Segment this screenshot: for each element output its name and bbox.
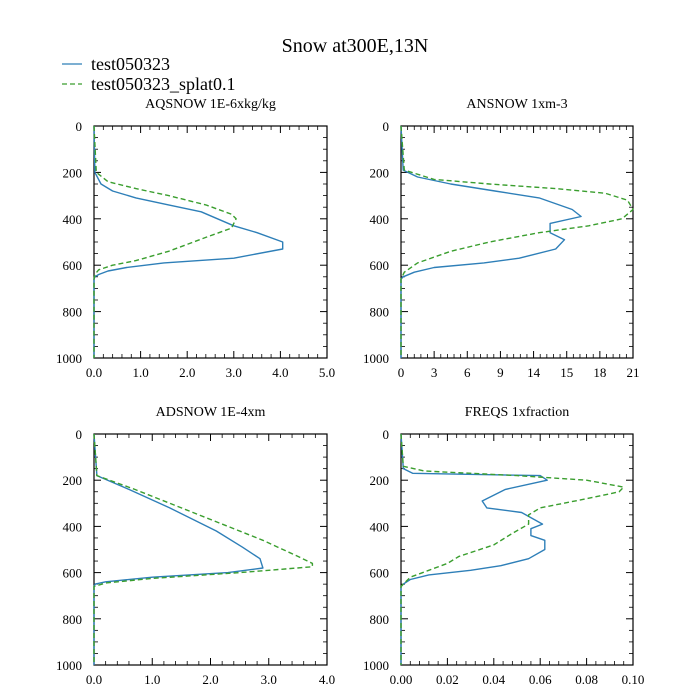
plot-frame <box>400 125 634 359</box>
y-tick-label: 400 <box>370 519 390 534</box>
y-tick-label: 200 <box>370 165 390 180</box>
x-tick-label: 0.0 <box>86 365 102 380</box>
y-tick-label: 0 <box>76 119 83 134</box>
y-tick-label: 200 <box>370 473 390 488</box>
panel-1: AQSNOW 1E-6xkg/kg 0.0 1.0 2.0 3.0 4.0 5.0 0 200 4… <box>56 97 335 380</box>
y-tick-label: 0 <box>383 427 390 442</box>
y-tick-label: 0 <box>76 427 83 442</box>
series-line-test050323-splat0-1 <box>400 433 625 665</box>
y-tick-label: 800 <box>63 612 83 627</box>
x-tick-label: 0.06 <box>529 672 552 687</box>
figure-title: Snow at300E,13N <box>282 35 429 57</box>
x-tick-label: 0.10 <box>622 672 645 687</box>
y-tick-label: 600 <box>370 566 390 581</box>
y-tick-label: 800 <box>370 305 390 320</box>
x-tick-label: 2.0 <box>179 365 195 380</box>
x-tick-label: 4.0 <box>319 672 335 687</box>
x-tick-label: 2.0 <box>202 672 218 687</box>
x-tick-label: 5.0 <box>319 365 335 380</box>
y-tick-label: 200 <box>63 165 83 180</box>
legend-label-2: test050323_splat0.1 <box>91 74 236 94</box>
legend: test050323 test050323_splat0.1 <box>62 54 236 94</box>
panel-3: ADSNOW 1E-4xm 0.0 1.0 2.0 3.0 4.0 0 200 400 600 80… <box>56 405 335 687</box>
series-line-test050323-splat0-1 <box>93 433 314 665</box>
y-tick-label: 400 <box>370 212 390 227</box>
x-tick-label: 0.08 <box>575 672 598 687</box>
panel-title: FREQS 1xfraction <box>465 405 570 420</box>
panel-title: ADSNOW 1E-4xm <box>156 405 266 420</box>
y-tick-label: 1000 <box>56 351 82 366</box>
y-tick-label: 600 <box>370 258 390 273</box>
x-tick-label: 0.0 <box>86 672 102 687</box>
x-tick-label: 4.0 <box>272 365 288 380</box>
x-tick-label: 0.00 <box>390 672 413 687</box>
x-tick-label: 0.02 <box>436 672 459 687</box>
series-line-test050323-splat0-1 <box>93 125 237 358</box>
panel-4: FREQS 1xfraction 0.00 0.02 0.04 0.06 0.08 0.10… <box>363 405 644 687</box>
plot-frame <box>400 433 634 666</box>
y-tick-label: 400 <box>63 212 83 227</box>
x-tick-label: 1.0 <box>132 365 148 380</box>
y-tick-label: 0 <box>383 119 390 134</box>
x-tick-label: 0.04 <box>482 672 505 687</box>
x-tick-label: 3.0 <box>226 365 242 380</box>
panel-2: ANSNOW 1xm-3 0 3 6 9 14 15 18 21 0 200 400 600 800 100… <box>363 97 640 380</box>
plot-frame <box>93 125 328 359</box>
x-tick-label: 1.0 <box>144 672 160 687</box>
y-tick-label: 600 <box>63 258 83 273</box>
series-line-test050323 <box>400 433 548 665</box>
y-tick-label: 200 <box>63 473 83 488</box>
x-tick-label: 3.0 <box>261 672 277 687</box>
y-tick-label: 1000 <box>363 351 389 366</box>
y-tick-label: 800 <box>370 612 390 627</box>
y-tick-label: 800 <box>63 305 83 320</box>
panel-title: ANSNOW 1xm-3 <box>466 97 567 112</box>
x-tick-label: 18 <box>593 365 606 380</box>
y-tick-label: 600 <box>63 566 83 581</box>
x-tick-label: 3 <box>431 365 438 380</box>
plot-frame <box>93 433 328 666</box>
x-tick-label: 0 <box>398 365 405 380</box>
panel-title: AQSNOW 1E-6xkg/kg <box>145 97 276 112</box>
y-tick-label: 400 <box>63 519 83 534</box>
x-tick-label: 15 <box>560 365 573 380</box>
series-line-test050323-splat0-1 <box>400 125 634 358</box>
x-tick-label: 14 <box>527 365 541 380</box>
y-tick-label: 1000 <box>56 658 82 673</box>
x-tick-label: 21 <box>627 365 640 380</box>
y-tick-label: 1000 <box>363 658 389 673</box>
series-line-test050323 <box>93 125 284 358</box>
x-tick-label: 9 <box>497 365 504 380</box>
x-tick-label: 6 <box>464 365 471 380</box>
series-line-test050323 <box>93 433 264 665</box>
series-line-test050323 <box>400 125 582 358</box>
legend-label-1: test050323 <box>91 54 170 74</box>
